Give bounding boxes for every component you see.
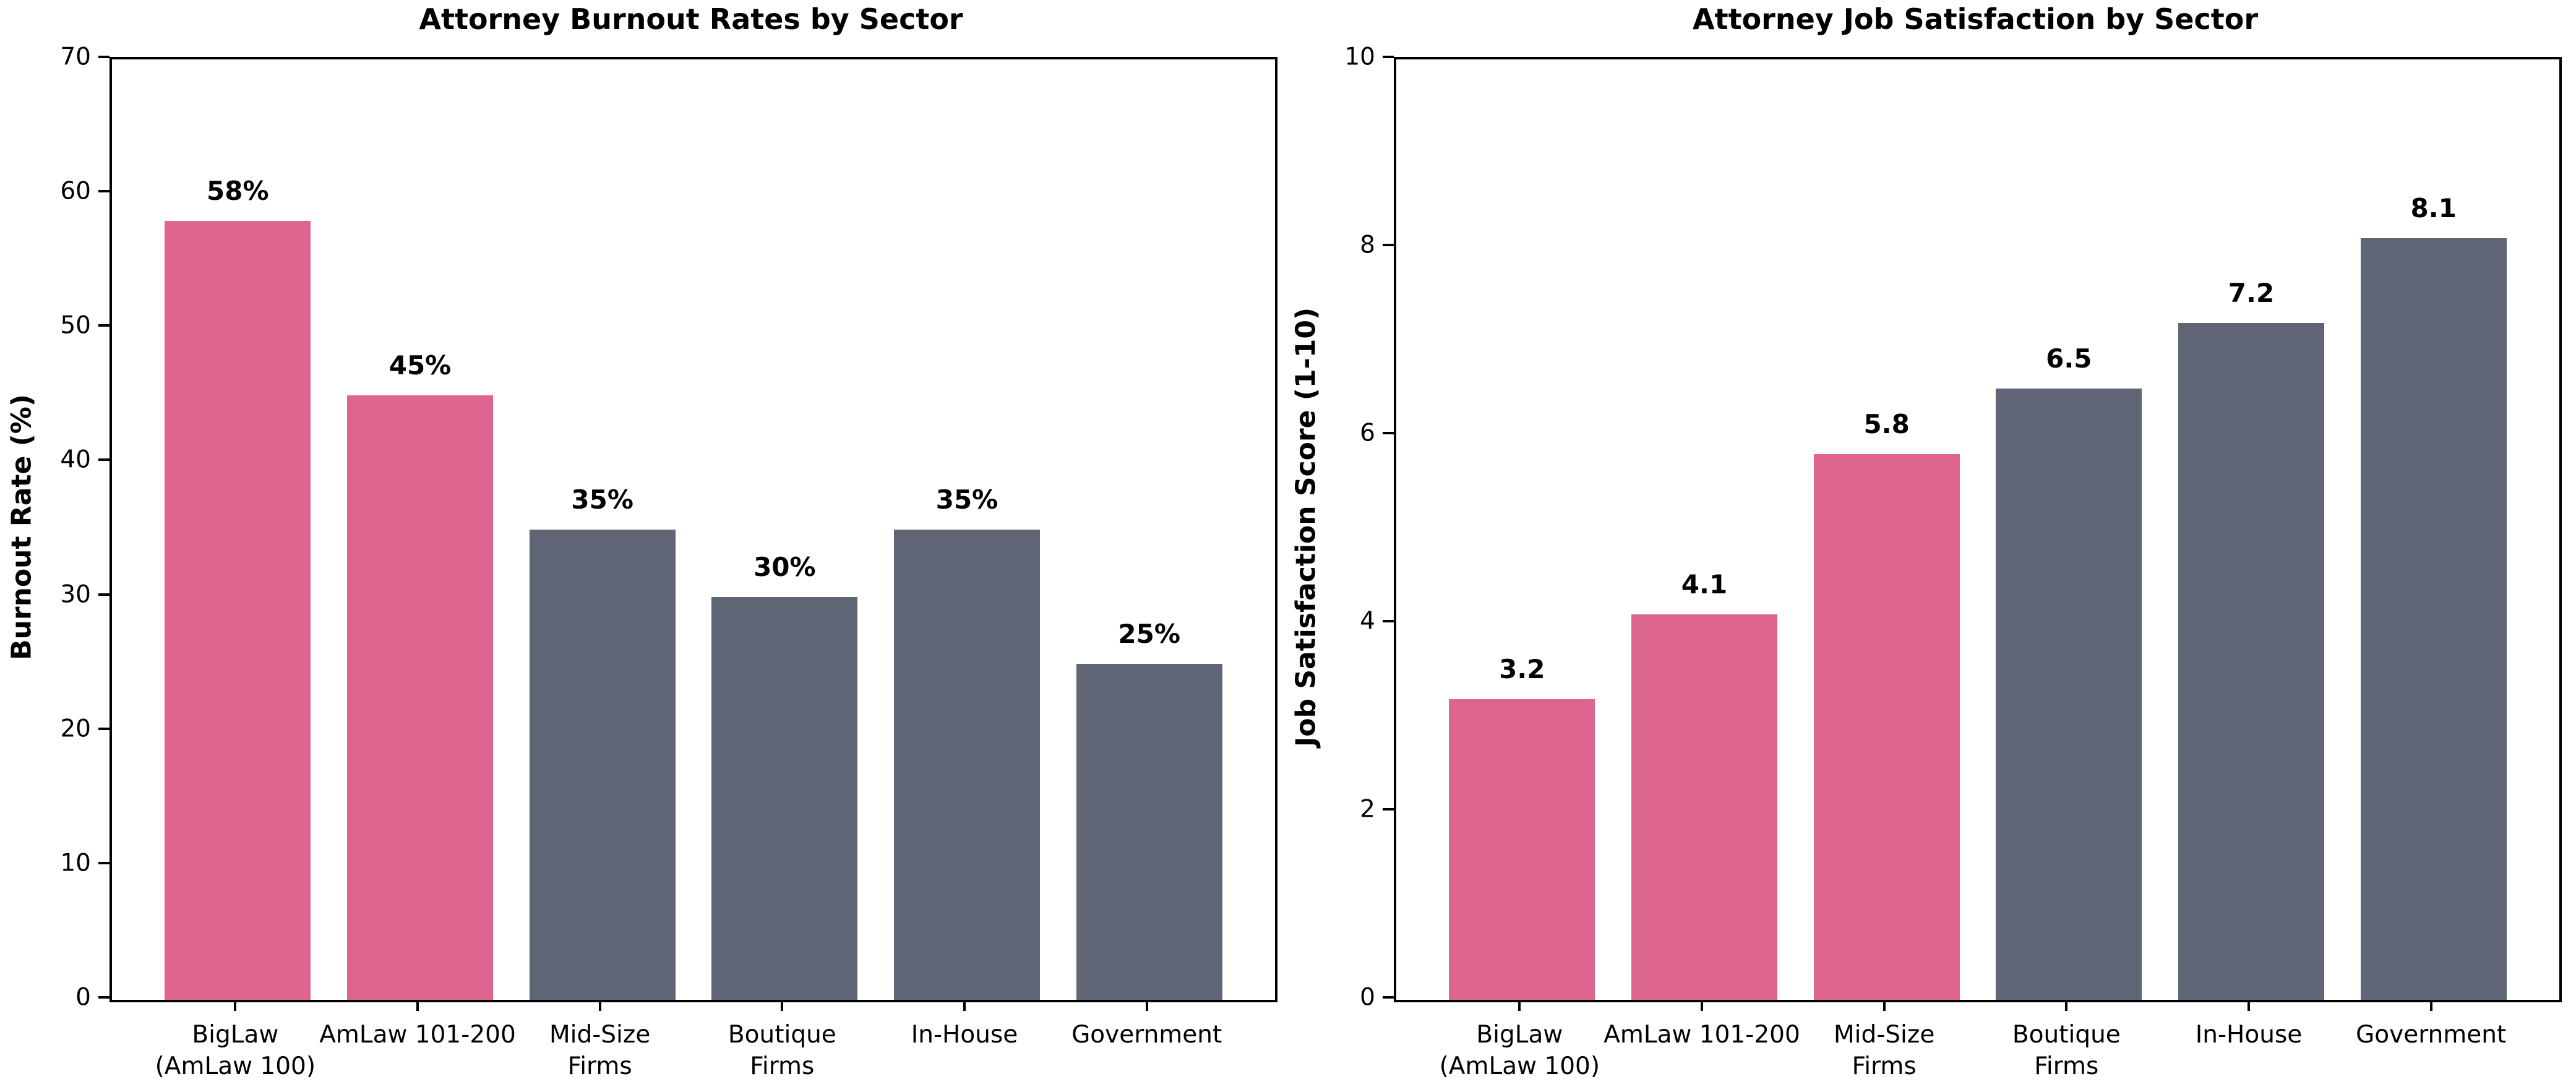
y-tick-label: 10 <box>60 849 91 877</box>
bar-value-label: 30% <box>753 551 816 582</box>
y-tick-label: 8 <box>1360 231 1375 259</box>
x-tick <box>1518 1000 1521 1011</box>
y-tick <box>98 996 109 999</box>
bar-value-label: 6.5 <box>2046 343 2092 374</box>
y-tick <box>98 324 109 327</box>
bar-value-label: 25% <box>1118 619 1180 650</box>
x-tick-label: Government <box>1071 1021 1222 1049</box>
y-tick-label: 40 <box>60 445 91 474</box>
y-tick-label: 10 <box>1344 43 1375 71</box>
bar-in-house <box>2178 322 2324 1000</box>
bar-government <box>2360 238 2507 1000</box>
x-tick-label: In-House <box>2195 1021 2303 1049</box>
x-tick <box>1145 1000 1148 1011</box>
bar-biglaw <box>1449 699 1595 1000</box>
y-tick <box>98 458 109 462</box>
y-tick <box>98 861 109 864</box>
x-tick <box>963 1000 966 1011</box>
y-tick-label: 30 <box>60 580 91 609</box>
y-tick-label: 4 <box>1360 607 1375 635</box>
y-tick <box>1383 432 1394 434</box>
x-tick <box>2429 1000 2432 1011</box>
y-tick-label: 0 <box>1360 983 1375 1012</box>
x-tick <box>234 1000 237 1011</box>
bar-value-label: 4.1 <box>1681 569 1728 600</box>
x-tick-label: AmLaw 101-200 <box>1604 1021 1800 1049</box>
bar-value-label: 35% <box>935 484 998 515</box>
burnout-chart: Attorney Burnout Rates by Sector Burnout… <box>6 2 1277 1080</box>
x-tick <box>416 1000 419 1011</box>
y-tick <box>98 727 109 730</box>
bar-value-label: 5.8 <box>1863 409 1910 440</box>
bar-mid-size <box>529 530 676 1000</box>
bar-amlaw-101-200 <box>347 395 493 1000</box>
bar-value-label: 35% <box>571 484 633 515</box>
bar-government <box>1076 664 1222 1000</box>
bar-amlaw-101-200 <box>1631 614 1777 1000</box>
bar-value-label: 8.1 <box>2410 192 2457 223</box>
y-tick-label: 0 <box>75 983 91 1012</box>
y-tick-label: 70 <box>60 43 91 71</box>
x-tick <box>598 1000 601 1011</box>
y-tick-label: 2 <box>1360 795 1375 823</box>
x-tick <box>1700 1000 1703 1011</box>
x-tick-label: Government <box>2356 1021 2507 1049</box>
bar-boutique <box>711 596 858 1000</box>
x-tick-label: Mid-Size Firms <box>549 1021 651 1080</box>
y-tick <box>1383 808 1394 810</box>
x-tick <box>1883 1000 1886 1011</box>
y-tick-label: 50 <box>60 311 91 340</box>
x-tick-label: BigLaw (AmLaw 100) <box>1439 1021 1600 1080</box>
y-tick-label: 60 <box>60 177 91 205</box>
y-tick <box>98 190 109 193</box>
y-axis-label: Job Satisfaction Score (1-10) <box>1290 307 1322 747</box>
x-tick <box>2065 1000 2068 1011</box>
satisfaction-chart: Attorney Job Satisfaction by Sector Job … <box>1288 0 2576 1092</box>
x-tick-label: Boutique Firms <box>728 1021 836 1080</box>
y-tick <box>1383 620 1394 622</box>
bar-mid-size <box>1813 454 1960 1000</box>
y-tick <box>1383 244 1394 246</box>
y-tick <box>98 56 109 58</box>
bar-boutique <box>1996 389 2142 1000</box>
y-tick <box>1383 996 1394 999</box>
bar-biglaw <box>165 220 311 1000</box>
bar-value-label: 3.2 <box>1499 653 1545 684</box>
x-tick <box>781 1000 784 1011</box>
y-tick <box>98 593 109 596</box>
x-tick-label: Boutique Firms <box>2012 1021 2121 1080</box>
bar-value-label: 58% <box>207 175 269 206</box>
y-tick-label: 6 <box>1360 419 1375 447</box>
bar-in-house <box>894 530 1040 1000</box>
x-tick-label: Mid-Size Firms <box>1833 1021 1935 1080</box>
y-tick-label: 20 <box>60 715 91 743</box>
bar-value-label: 45% <box>389 350 452 380</box>
x-tick-label: BigLaw (AmLaw 100) <box>155 1021 316 1080</box>
x-tick <box>2248 1000 2250 1011</box>
bar-value-label: 7.2 <box>2228 277 2275 308</box>
chart-title: Attorney Job Satisfaction by Sector <box>1692 2 2259 36</box>
x-tick-label: In-House <box>911 1021 1018 1049</box>
x-tick-label: AmLaw 101-200 <box>319 1021 516 1049</box>
chart-title: Attorney Burnout Rates by Sector <box>419 2 963 36</box>
plot-area: 3.2 4.1 5.8 6.5 7.2 8.1 <box>1394 57 2562 1002</box>
y-axis-label: Burnout Rate (%) <box>6 394 38 660</box>
plot-area: 58% 45% 35% 30% 35% 25% <box>109 57 1277 1002</box>
y-tick <box>1383 56 1394 58</box>
